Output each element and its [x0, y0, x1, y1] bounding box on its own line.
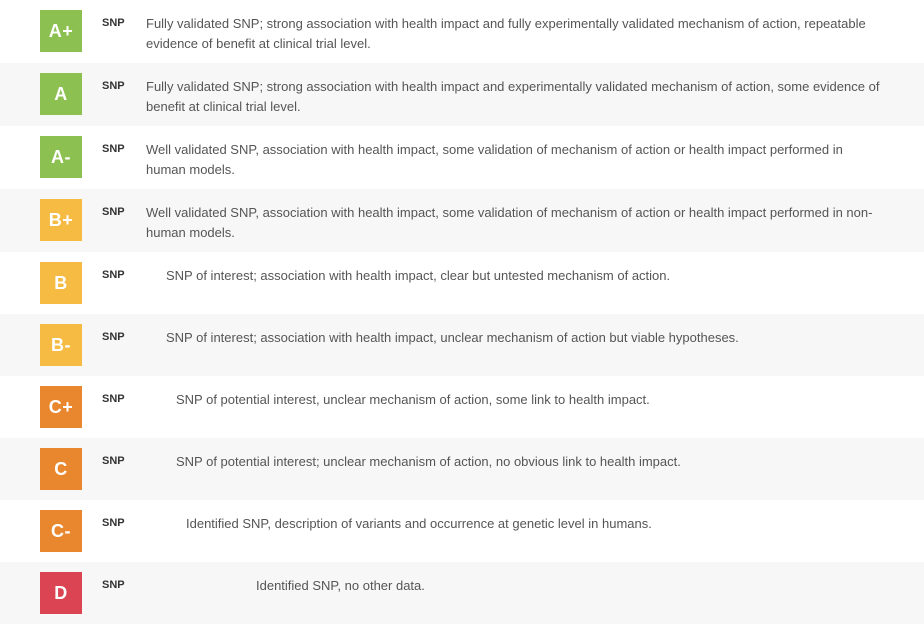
table-row: B SNP SNP of interest; association with he…: [0, 252, 924, 314]
type-label: SNP: [102, 262, 126, 282]
grade-badge: B+: [40, 199, 82, 241]
description: SNP of interest; association with health…: [146, 262, 884, 286]
type-label: SNP: [102, 448, 126, 468]
table-row: C+ SNP SNP of potential interest, unclear …: [0, 376, 924, 438]
type-label: SNP: [102, 199, 126, 219]
table-row: C- SNP Identified SNP, description of vari…: [0, 500, 924, 562]
description: Fully validated SNP; strong association …: [146, 73, 884, 116]
description: Well validated SNP, association with hea…: [146, 136, 884, 179]
grade-badge: D: [40, 572, 82, 614]
grade-badge: C+: [40, 386, 82, 428]
table-row: A- SNP Well validated SNP, association wit…: [0, 126, 924, 189]
table-row: B- SNP SNP of interest; association with h…: [0, 314, 924, 376]
grade-badge: A+: [40, 10, 82, 52]
type-label: SNP: [102, 386, 126, 406]
table-row: D SNP Identified SNP, no other data.: [0, 562, 924, 624]
description: SNP of interest; association with health…: [146, 324, 884, 348]
type-label: SNP: [102, 73, 126, 93]
description: Identified SNP, no other data.: [146, 572, 884, 596]
description: Well validated SNP, association with hea…: [146, 199, 884, 242]
table-row: B+ SNP Well validated SNP, association wit…: [0, 189, 924, 252]
type-label: SNP: [102, 10, 126, 30]
grade-badge: B-: [40, 324, 82, 366]
type-label: SNP: [102, 136, 126, 156]
description: Fully validated SNP; strong association …: [146, 10, 884, 53]
grade-badge: C-: [40, 510, 82, 552]
grade-badge: B: [40, 262, 82, 304]
table-row: C SNP SNP of potential interest; unclear m…: [0, 438, 924, 500]
table-row: A SNP Fully validated SNP; strong associat…: [0, 63, 924, 126]
rating-table: A+ SNP Fully validated SNP; strong associa…: [0, 0, 924, 624]
grade-badge: A: [40, 73, 82, 115]
grade-badge: A-: [40, 136, 82, 178]
description: Identified SNP, description of variants …: [146, 510, 884, 534]
type-label: SNP: [102, 324, 126, 344]
description: SNP of potential interest; unclear mecha…: [146, 448, 884, 472]
grade-badge: C: [40, 448, 82, 490]
table-row: A+ SNP Fully validated SNP; strong associa…: [0, 0, 924, 63]
description: SNP of potential interest, unclear mecha…: [146, 386, 884, 410]
type-label: SNP: [102, 572, 126, 592]
type-label: SNP: [102, 510, 126, 530]
